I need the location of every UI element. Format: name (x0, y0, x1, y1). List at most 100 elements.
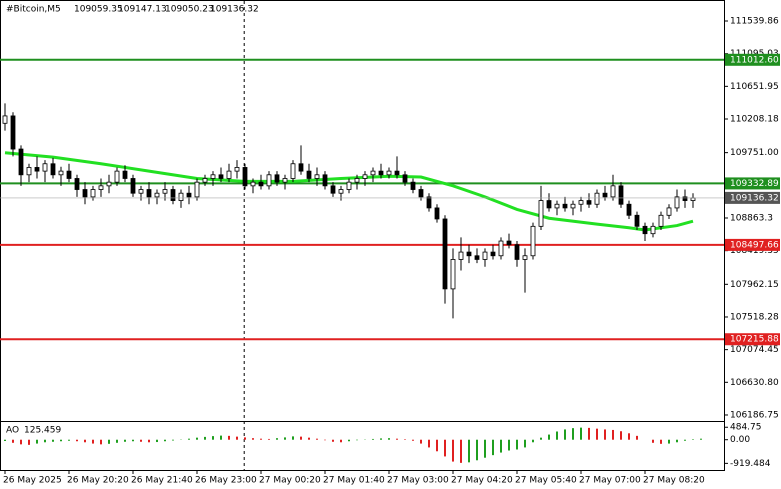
x-tick-label: 26 May 2025 (3, 476, 62, 486)
candle-body (666, 207, 672, 216)
ohlc-close: 109136.32 (210, 5, 259, 15)
candle-body (106, 181, 112, 187)
candle-body (514, 244, 520, 260)
level-label: 111012.60 (730, 55, 779, 65)
level-label: 109332.89 (730, 179, 779, 189)
candle-body (266, 174, 272, 187)
ohlc-open: 109059.35 (74, 5, 123, 15)
candle-body (306, 170, 312, 179)
candle-body (250, 181, 256, 187)
moving-average (4, 151, 694, 232)
x-tick-label: 26 May 21:40 (131, 476, 193, 486)
candle-body (386, 170, 392, 176)
candle-body (186, 192, 192, 198)
candle-body (442, 218, 448, 290)
candle-body (66, 170, 72, 179)
candle-body (330, 185, 336, 194)
level-tag (725, 333, 780, 346)
y-tick-label: 108419.35 (730, 246, 779, 256)
y-tick-label: 110651.95 (730, 82, 779, 92)
x-tick-label: 26 May 23:00 (195, 476, 257, 486)
candle-body (522, 255, 528, 260)
candle-body (314, 174, 320, 179)
x-tick-label: 27 May 00:20 (259, 476, 321, 486)
y-tick-label: 110208.18 (730, 115, 779, 125)
candle-body (570, 203, 576, 209)
candle-body (674, 196, 680, 209)
candle-body (26, 167, 32, 176)
candle-body (138, 189, 144, 194)
candle-body (490, 251, 496, 257)
candle-body (274, 174, 280, 183)
y-tick-label: 106630.80 (730, 378, 779, 388)
x-tick-label: 27 May 03:00 (387, 476, 449, 486)
candle-body (18, 148, 24, 176)
candle-body (586, 200, 592, 205)
ao-name: AO (6, 426, 19, 436)
y-tick-label: 111539.86 (730, 16, 779, 26)
ohlc-high: 109147.13 (118, 5, 167, 15)
x-tick-label: 26 May 20:20 (67, 476, 129, 486)
y-tick-label: 108863.3 (730, 213, 773, 223)
candle-body (402, 174, 408, 183)
x-tick-label: 27 May 08:20 (643, 476, 705, 486)
candle-body (194, 181, 200, 198)
candle-body (90, 189, 96, 198)
x-tick-label: 27 May 04:20 (451, 476, 513, 486)
candle-body (122, 170, 128, 179)
x-tick-label: 27 May 01:40 (323, 476, 385, 486)
y-tick-label: 107074.45 (730, 345, 779, 355)
candle-body (226, 170, 232, 179)
candle-body (234, 167, 240, 172)
candle-body (154, 192, 160, 198)
candle-body (202, 178, 208, 183)
candle-body (466, 251, 472, 257)
ao-value: 125.459 (24, 426, 61, 436)
level-tag (725, 238, 780, 251)
ohlc-low: 109050.23 (165, 5, 214, 15)
candle-body (58, 170, 64, 176)
x-tick-label: 27 May 05:40 (515, 476, 577, 486)
candle-body (82, 189, 88, 198)
candle-body (658, 214, 664, 227)
candle-body (482, 251, 488, 260)
candle-body (610, 185, 616, 198)
candle-body (650, 225, 656, 235)
candle-body (178, 192, 184, 201)
symbol: #Bitcoin,M5 (6, 5, 61, 15)
candle-body (210, 174, 216, 179)
y-tick-label: 107962.15 (730, 280, 779, 290)
x-tick-label: 27 May 07:00 (579, 476, 641, 486)
candle-body (282, 178, 288, 183)
candle-body (130, 178, 136, 194)
level-label: 107215.88 (730, 335, 779, 345)
y-tick-label: 106186.75 (730, 410, 779, 420)
candle-body (50, 163, 56, 176)
candle-body (42, 163, 48, 172)
candle-body (506, 240, 512, 246)
candle-body (378, 170, 384, 176)
candle-body (562, 203, 568, 209)
candle-body (426, 196, 432, 209)
candle-body (450, 259, 456, 290)
candle-body (626, 203, 632, 216)
candle-body (298, 163, 304, 172)
candle-body (498, 240, 504, 257)
candle-body (170, 189, 176, 201)
candle-body (242, 167, 248, 187)
level-tag (725, 177, 780, 190)
ao-tick-label: 0.00 (730, 435, 750, 445)
candle-body (10, 115, 16, 150)
candle-body (114, 170, 120, 183)
plot-frame (0, 0, 725, 471)
candle-body (578, 200, 584, 205)
candle-body (474, 255, 480, 260)
candle-body (362, 174, 368, 179)
candle-body (338, 189, 344, 194)
candle-body (546, 200, 552, 209)
candle-body (394, 170, 400, 176)
price-tag (725, 191, 780, 204)
candle-body (346, 181, 352, 190)
candle-body (74, 178, 80, 190)
